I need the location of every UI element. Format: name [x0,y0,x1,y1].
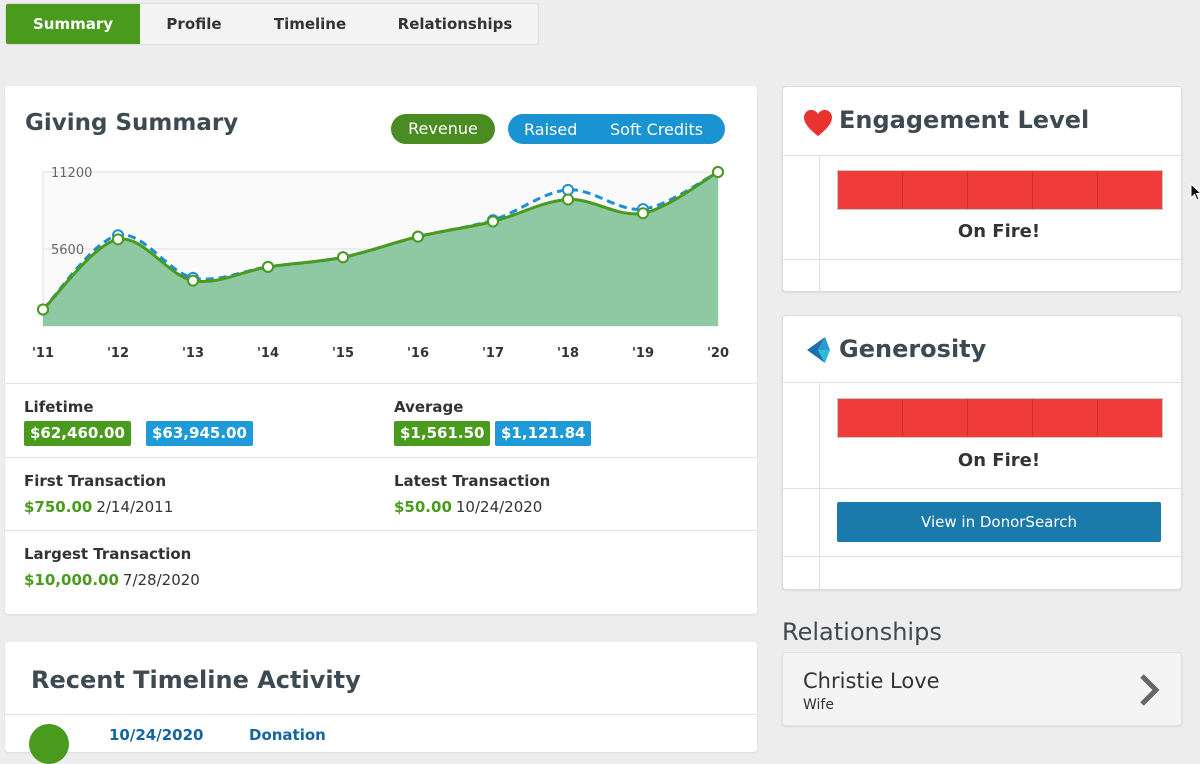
generosity-meter [837,398,1163,438]
raised-point [562,183,574,196]
first-transaction-amount: $750.00 [24,498,93,516]
first-transaction-label: First Transaction [24,472,167,490]
revenue-point [562,193,574,206]
x-tick-label: '18 [557,346,579,361]
relationships-heading: Relationships [782,618,942,646]
revenue-point [187,274,199,287]
recent-timeline-title: Recent Timeline Activity [31,666,361,694]
latest-transaction-amount: $50.00 [394,498,452,516]
tab-bar: Summary Profile Timeline Relationships [5,3,539,45]
average-revenue-badge: $1,561.50 [394,421,491,446]
recent-timeline-card: Recent Timeline Activity 10/24/2020 Dona… [5,642,757,764]
chevron-right-icon[interactable] [1137,673,1161,707]
heart-icon [804,109,832,137]
x-tick-label: '12 [107,346,129,361]
generosity-card: Generosity On Fire! View in DonorSearch [782,315,1182,590]
tab-profile[interactable]: Profile [166,15,222,33]
mouse-cursor-icon [1190,183,1200,201]
revenue-point [487,215,499,228]
divider [819,383,820,589]
divider [819,156,820,291]
divider [783,155,1181,156]
first-transaction-value: $750.00 2/14/2011 [24,498,173,516]
largest-transaction-label: Largest Transaction [24,545,192,563]
revenue-toggle[interactable]: Revenue [391,114,495,144]
x-tick-label: '11 [32,346,54,361]
lifetime-revenue-badge: $62,460.00 [24,421,131,446]
divider [783,382,1181,383]
largest-transaction-value: $10,000.00 7/28/2020 [24,571,200,589]
revenue-area [43,172,718,326]
relationship-item[interactable]: Christie Love Wife [782,652,1182,726]
engagement-level-card: Engagement Level On Fire! [782,86,1182,292]
giving-chart: 11200 5600 '11 '12 '13 '14 '15 '16 '17 '18 '19 '20 [32,166,729,361]
x-tick-label: '20 [707,346,729,361]
revenue-point [712,166,724,178]
latest-transaction-label: Latest Transaction [394,472,551,490]
divider [783,259,1181,260]
timeline-item-date[interactable]: 10/24/2020 [109,726,204,744]
relationship-name: Christie Love [803,669,940,693]
tab-relationships[interactable]: Relationships [397,15,513,33]
engagement-level-label: On Fire! [957,221,1041,242]
engagement-meter [837,170,1163,210]
generosity-level-label: On Fire! [957,450,1041,471]
y-tick-label: 11200 [51,166,92,181]
revenue-point [262,260,274,273]
donation-icon [29,724,69,764]
engagement-level-title: Engagement Level [839,106,1090,134]
x-tick-label: '13 [182,346,204,361]
divider [5,530,757,531]
x-tick-label: '15 [332,346,354,361]
view-in-donorsearch-button[interactable]: View in DonorSearch [837,502,1161,542]
giving-summary-title: Giving Summary [25,110,239,136]
relationship-role: Wife [803,697,834,713]
tab-summary[interactable]: Summary [6,4,140,44]
average-label: Average [394,398,464,416]
donorsearch-logo-icon [807,337,830,363]
raised-toggle[interactable]: Raised [524,119,578,139]
revenue-line [41,170,719,311]
lifetime-raised-badge: $63,945.00 [146,421,253,446]
first-transaction-date: 2/14/2011 [96,498,174,516]
timeline-item-type[interactable]: Donation [249,726,326,744]
tab-timeline[interactable]: Timeline [273,15,347,33]
latest-transaction-value: $50.00 10/24/2020 [394,498,542,516]
soft-credits-toggle[interactable]: Soft Credits [610,119,704,139]
divider [5,383,757,384]
revenue-point [37,303,49,316]
largest-transaction-amount: $10,000.00 [24,571,119,589]
divider [5,714,757,715]
y-tick-label: 5600 [51,243,84,258]
largest-transaction-date: 7/28/2020 [122,571,200,589]
latest-transaction-date: 10/24/2020 [455,498,543,516]
giving-summary-card: Giving Summary Revenue Raised Soft Credi… [5,86,757,614]
revenue-point [337,251,349,264]
x-tick-label: '19 [632,346,654,361]
x-tick-label: '17 [482,346,504,361]
lifetime-label: Lifetime [24,398,94,416]
revenue-point [637,207,649,220]
generosity-title: Generosity [839,335,987,363]
average-raised-badge: $1,121.84 [495,421,592,446]
revenue-point [412,230,424,243]
divider [783,556,1181,557]
raised-soft-credits-toggle: Raised Soft Credits [508,114,725,144]
x-tick-label: '16 [407,346,429,361]
divider [783,488,1181,489]
revenue-point [112,233,124,246]
divider [5,457,757,458]
x-tick-label: '14 [257,346,279,361]
